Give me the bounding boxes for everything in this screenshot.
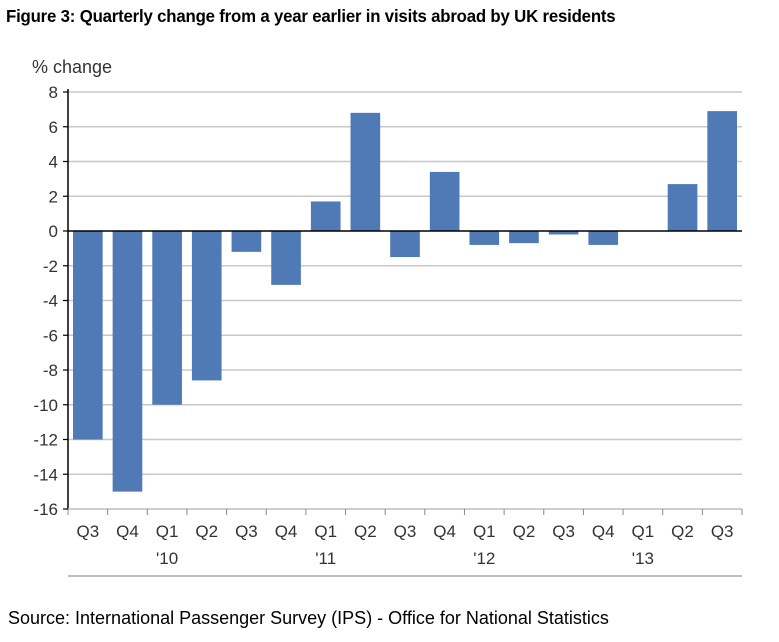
x-tick-label: Q2 (195, 522, 218, 541)
bar (667, 184, 698, 231)
y-tick-label: 0 (49, 222, 58, 241)
x-tick-label: Q2 (513, 522, 536, 541)
bar (73, 231, 103, 440)
y-tick-label: -2 (43, 257, 58, 276)
y-tick-label: -4 (43, 292, 58, 311)
x-tick-label: Q1 (314, 522, 337, 541)
x-tick-label: Q4 (275, 522, 298, 541)
x-tick-label: Q4 (592, 522, 615, 541)
bar (310, 201, 341, 231)
bar (469, 231, 500, 245)
source-note: Source: International Passenger Survey (… (8, 608, 609, 628)
bar (152, 231, 182, 405)
x-year-label: '11 (315, 549, 336, 568)
y-tick-label: -14 (33, 465, 58, 484)
bar (548, 231, 579, 235)
bar (429, 171, 460, 231)
x-tick-label: Q3 (552, 522, 575, 541)
x-tick-label: Q3 (711, 522, 734, 541)
x-tick-label: Q1 (632, 522, 655, 541)
bar (707, 111, 737, 231)
x-year-label: '10 (156, 549, 178, 568)
y-tick-label: 8 (49, 83, 58, 102)
x-year-label: '12 (473, 549, 495, 568)
x-tick-label: Q3 (76, 522, 99, 541)
chart-title: Figure 3: Quarterly change from a year e… (6, 6, 616, 26)
y-tick-label: -10 (33, 396, 58, 415)
bar (271, 231, 301, 285)
bar (390, 231, 420, 258)
bar (191, 231, 222, 381)
y-tick-label: -6 (43, 326, 58, 345)
x-tick-label: Q4 (116, 522, 139, 541)
y-tick-label: 4 (49, 153, 58, 172)
x-tick-label: Q4 (433, 522, 456, 541)
x-year-label: '13 (632, 549, 654, 568)
bar (588, 231, 619, 245)
y-tick-label: 2 (49, 187, 58, 206)
y-tick-label: -8 (43, 361, 58, 380)
x-tick-label: Q1 (473, 522, 496, 541)
x-tick-label: Q1 (156, 522, 179, 541)
y-tick-label: -16 (33, 500, 58, 519)
y-tick-label: -12 (33, 431, 58, 450)
x-tick-label: Q3 (394, 522, 417, 541)
bar (350, 112, 381, 231)
x-tick-label: Q2 (671, 522, 694, 541)
bar (509, 231, 539, 244)
bar (231, 231, 262, 252)
x-tick-label: Q2 (354, 522, 377, 541)
y-tick-label: 6 (49, 118, 58, 137)
x-tick-label: Q3 (235, 522, 258, 541)
bar (112, 231, 143, 492)
y-axis-label: % change (32, 57, 113, 77)
